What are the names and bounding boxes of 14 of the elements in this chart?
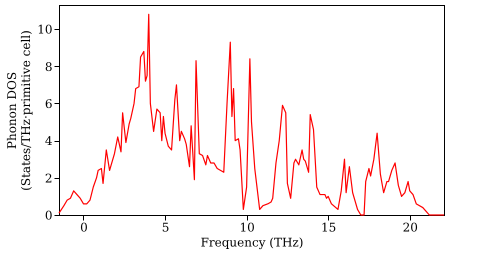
x-axis-title: Frequency (THz) — [200, 236, 304, 250]
y-tick-label: 2 — [44, 171, 52, 186]
y-tick-label: 0 — [44, 208, 52, 222]
x-tick-label: 20 — [402, 220, 418, 234]
y-tick-label: 8 — [44, 60, 52, 74]
x-tick-label: 10 — [239, 220, 255, 234]
y-tick-label: 4 — [44, 134, 53, 148]
y-axis-title: Phonon DOS (States/THz·primitive cell) — [5, 30, 34, 191]
x-tick-label: 15 — [321, 220, 336, 234]
line-series — [58, 14, 445, 216]
y-tick-label: 10 — [37, 22, 52, 37]
y-tick-label: 6 — [44, 96, 52, 111]
x-tick-label: 0 — [80, 220, 88, 234]
x-tick-label: 5 — [162, 220, 170, 234]
